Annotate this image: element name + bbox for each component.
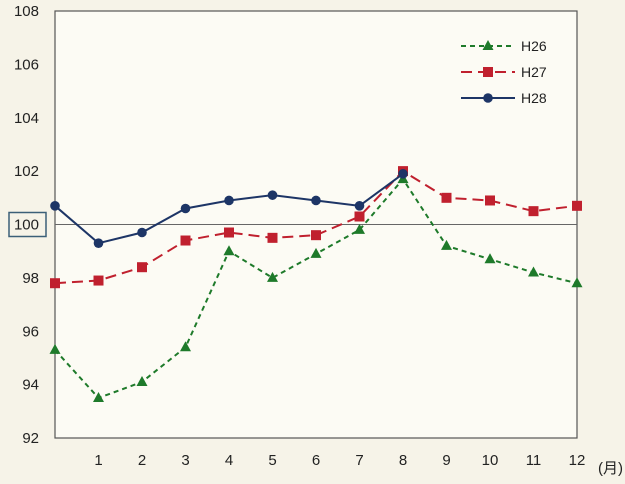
x-tick-label: 12	[569, 452, 586, 469]
data-point	[180, 341, 191, 352]
series-H28	[50, 168, 408, 248]
series-group	[49, 166, 583, 402]
data-point	[528, 206, 539, 217]
legend-label: H27	[521, 64, 547, 80]
x-axis-unit-label: (月)	[598, 460, 623, 477]
data-point	[224, 195, 234, 206]
x-tick-label: 8	[399, 452, 407, 469]
data-point	[354, 223, 365, 234]
y-tick-label: 92	[22, 430, 39, 447]
data-point	[528, 266, 539, 277]
legend: H26 H27 H28	[461, 38, 547, 106]
data-point	[180, 203, 191, 214]
series-H26	[49, 173, 583, 402]
y-tick-label: 100	[14, 217, 39, 234]
y-tick-labels: 92 94 96 98 100 102 104 106 108	[8, 3, 47, 447]
data-point	[50, 278, 60, 289]
y-tick-label: 94	[22, 377, 39, 394]
data-point	[354, 211, 365, 222]
y-tick-label: 106	[14, 56, 39, 73]
x-tick-label: 7	[355, 452, 363, 469]
data-point	[572, 200, 582, 211]
x-tick-label: 11	[526, 452, 542, 469]
data-point	[485, 195, 495, 206]
x-tick-label: 6	[312, 452, 320, 469]
data-point	[311, 195, 321, 206]
data-point	[311, 230, 321, 241]
y-tick-label: 96	[22, 323, 39, 340]
data-point	[267, 271, 278, 282]
data-point	[50, 201, 60, 211]
legend-marker	[483, 67, 493, 77]
data-point	[93, 275, 104, 286]
y-tick-highlight-box	[8, 211, 47, 238]
y-tick-label: 108	[14, 3, 39, 20]
data-point	[180, 235, 191, 246]
data-point	[267, 190, 278, 200]
x-tick-label: 4	[225, 452, 233, 469]
x-tick-label: 1	[94, 452, 102, 469]
data-point	[484, 253, 496, 264]
data-point	[441, 192, 452, 203]
y-tick-label: 102	[14, 163, 39, 180]
legend-label: H28	[521, 90, 547, 106]
x-tick-label: 10	[482, 452, 499, 469]
data-point	[571, 277, 583, 288]
data-point	[224, 227, 234, 238]
data-point	[136, 375, 148, 386]
data-point	[93, 238, 104, 248]
data-point	[223, 245, 235, 256]
legend-marker	[483, 93, 493, 103]
data-point	[441, 239, 452, 250]
y-tick-label: 98	[22, 270, 39, 287]
y-tick-label: 104	[14, 110, 39, 127]
x-tick-labels: 1 2 3 4 5 6 7 8 9 10 11 12	[94, 452, 585, 469]
legend-marker	[482, 40, 494, 50]
data-point	[398, 168, 408, 179]
x-tick-label: 9	[442, 452, 450, 469]
x-tick-label: 2	[138, 452, 146, 469]
data-point	[137, 262, 147, 273]
x-tick-label: 5	[268, 452, 276, 469]
data-point	[310, 247, 322, 258]
data-point	[267, 232, 278, 243]
data-point	[93, 391, 104, 402]
data-point	[354, 201, 365, 211]
data-point	[137, 227, 147, 238]
x-tick-label: 3	[181, 452, 189, 469]
data-point	[49, 343, 61, 354]
legend-label: H26	[521, 38, 547, 54]
